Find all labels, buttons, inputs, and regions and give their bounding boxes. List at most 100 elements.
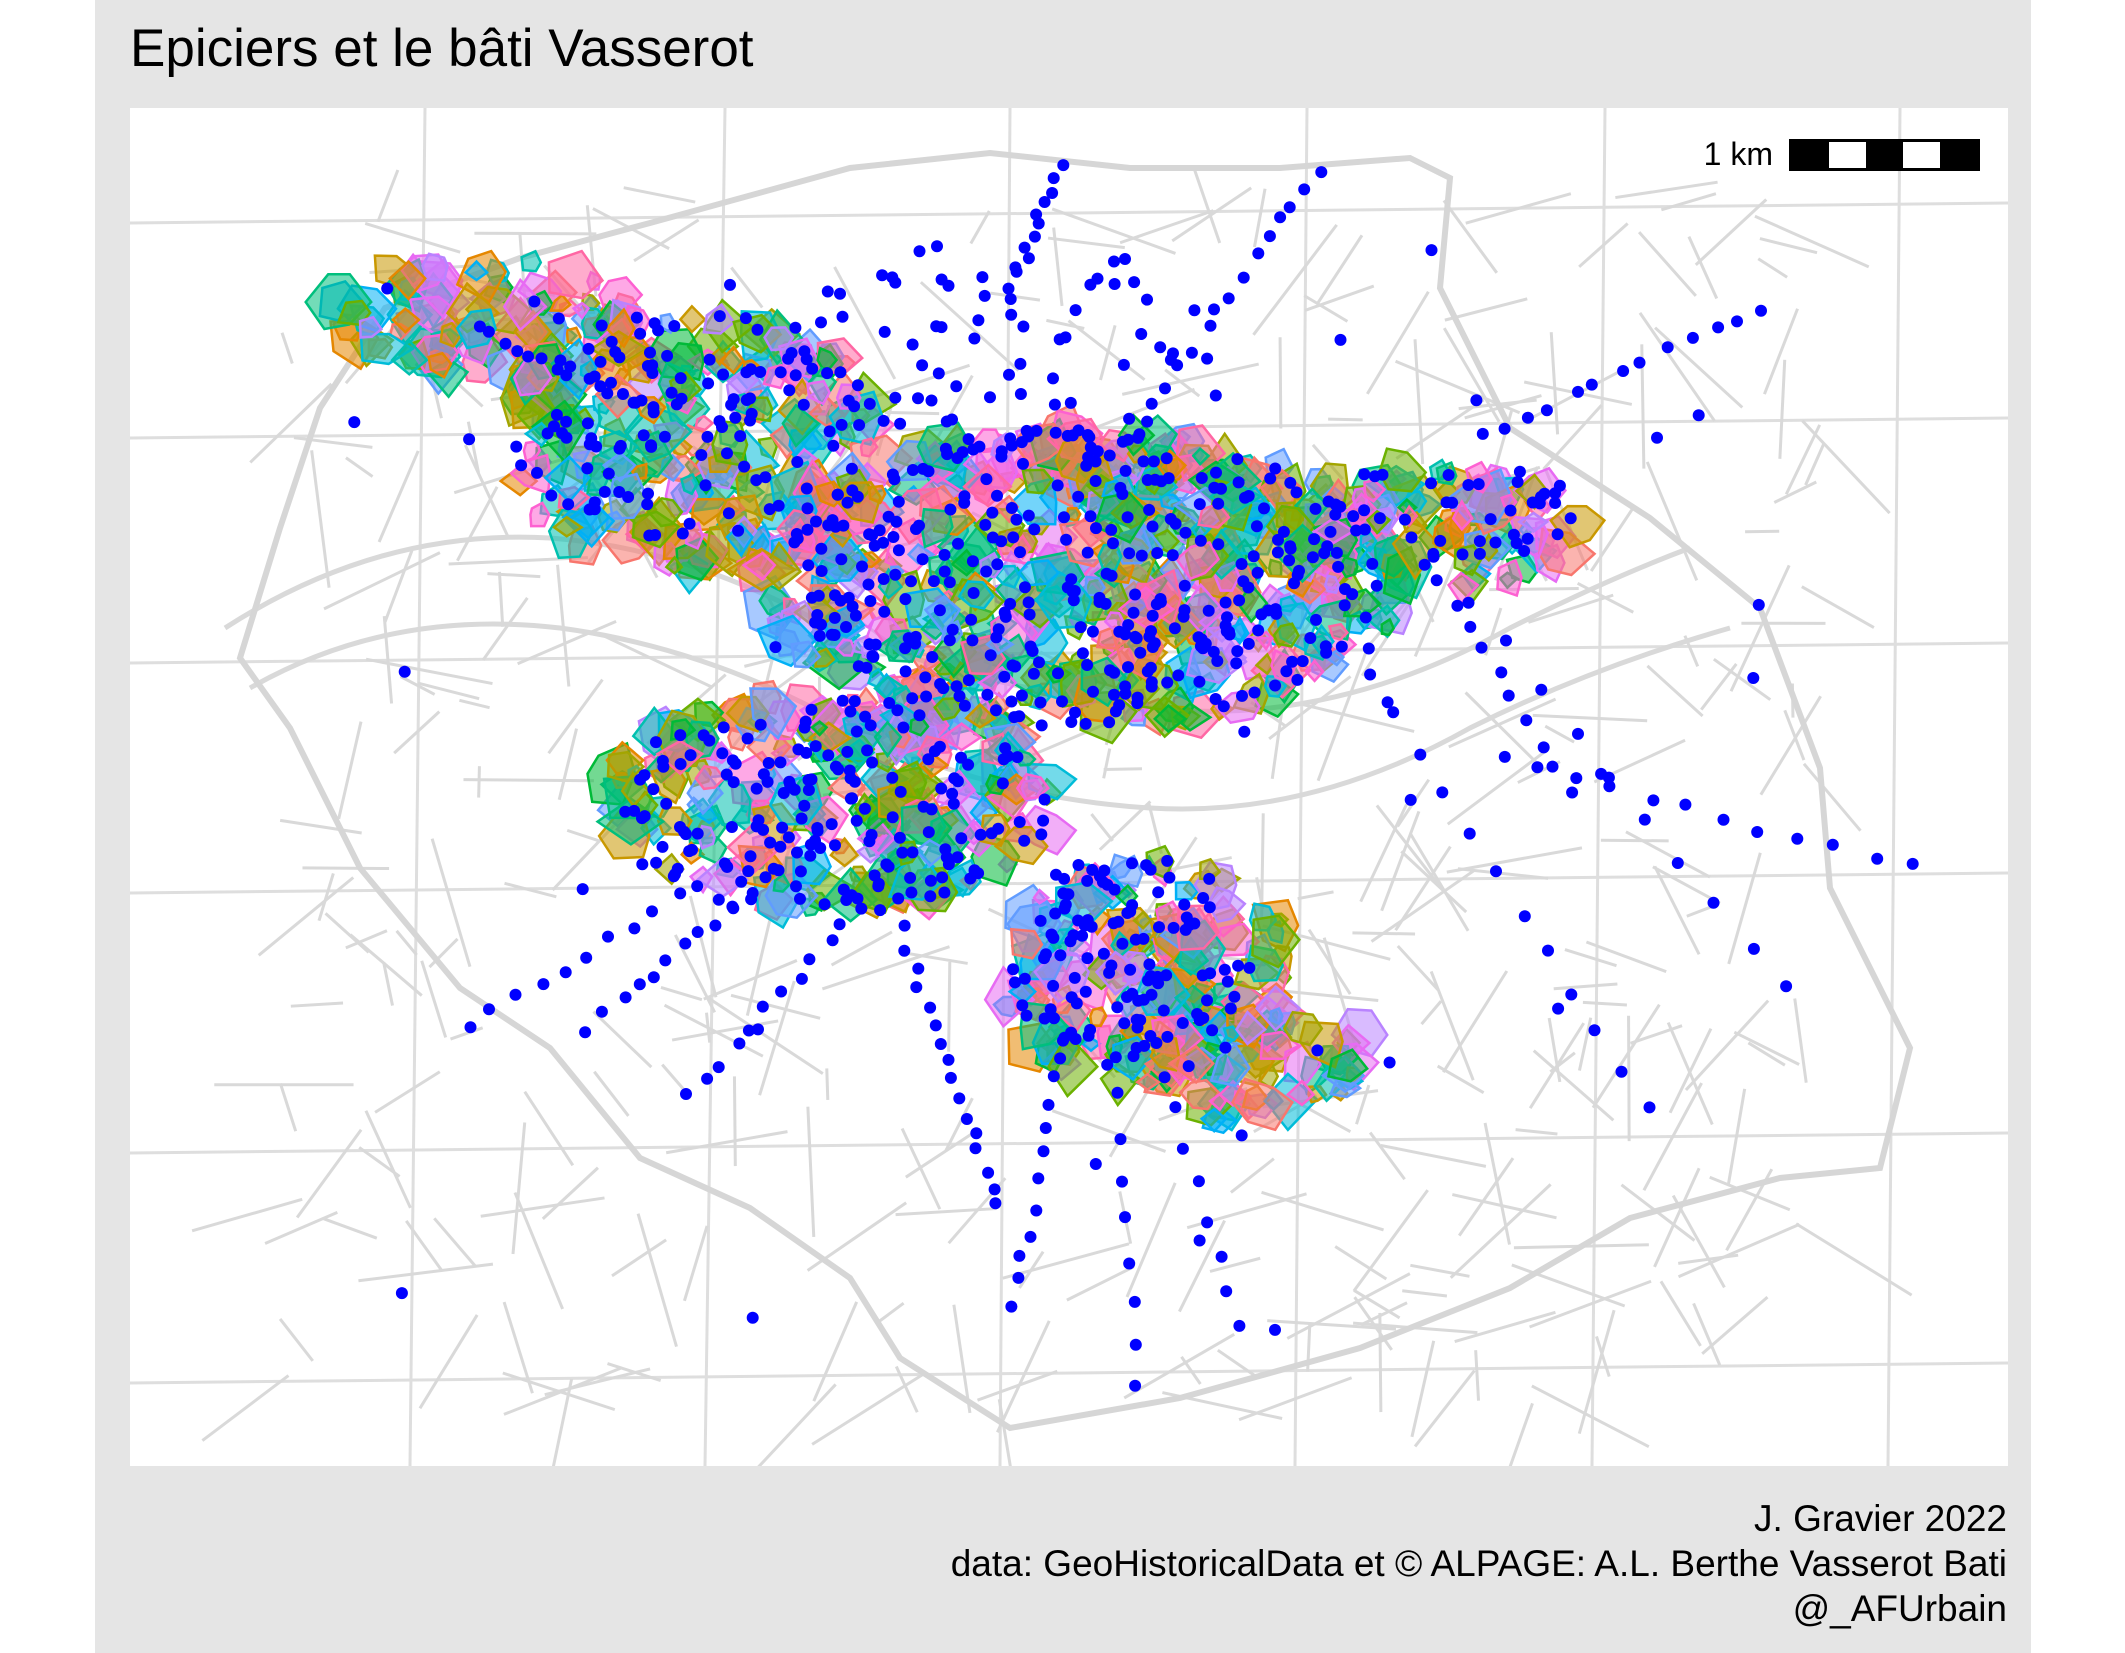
street bbox=[1804, 442, 1826, 486]
grocer-point bbox=[801, 523, 814, 536]
street bbox=[1795, 1222, 1913, 1297]
grocer-point bbox=[1084, 510, 1097, 523]
grocer-point bbox=[892, 892, 905, 905]
grocer-point bbox=[1502, 689, 1515, 702]
street bbox=[703, 959, 798, 1001]
grocer-point bbox=[828, 611, 841, 624]
parcel bbox=[1222, 1025, 1241, 1042]
grocer-point bbox=[1018, 241, 1031, 254]
street bbox=[1642, 1082, 1703, 1191]
grocer-point bbox=[1405, 531, 1418, 544]
grocer-point bbox=[1542, 944, 1554, 957]
parcel bbox=[694, 764, 726, 791]
grocer-point bbox=[1007, 963, 1020, 976]
grocer-point bbox=[1347, 510, 1360, 523]
grocer-point bbox=[1692, 409, 1705, 422]
grocer-point bbox=[751, 323, 764, 336]
grocer-point bbox=[866, 529, 879, 542]
grocer-point bbox=[1284, 476, 1297, 489]
grocer-point bbox=[1193, 1234, 1206, 1247]
grocer-point bbox=[1322, 495, 1335, 508]
street bbox=[1778, 359, 1787, 459]
parcel bbox=[548, 293, 572, 312]
grocer-point bbox=[1070, 997, 1083, 1010]
grocer-point bbox=[1119, 464, 1132, 477]
grocer-point bbox=[1427, 547, 1440, 560]
grocer-point bbox=[836, 310, 849, 323]
grocer-point bbox=[892, 495, 905, 508]
grocer-point bbox=[916, 553, 929, 566]
grocer-point bbox=[646, 905, 658, 918]
grocer-point bbox=[1242, 490, 1255, 502]
street bbox=[1446, 846, 1583, 874]
grocer-point bbox=[381, 282, 394, 295]
grocer-point bbox=[709, 919, 722, 932]
grocer-point bbox=[1072, 424, 1085, 437]
grocer-point bbox=[849, 609, 862, 622]
grocer-point bbox=[1030, 208, 1043, 221]
parcel bbox=[463, 259, 489, 282]
street bbox=[1209, 1256, 1261, 1273]
grocer-point bbox=[633, 978, 646, 991]
street bbox=[1532, 713, 1648, 723]
street bbox=[1278, 337, 1283, 429]
grocer-point bbox=[1651, 431, 1663, 444]
street bbox=[1454, 1310, 1556, 1344]
grocer-point bbox=[562, 498, 575, 511]
paris-map bbox=[130, 108, 2008, 1466]
grocer-point bbox=[602, 930, 614, 943]
grocer-point bbox=[886, 771, 899, 784]
grocer-point bbox=[931, 240, 943, 253]
grocer-point bbox=[1906, 857, 1919, 870]
grocer-point bbox=[1442, 469, 1455, 481]
grocer-point bbox=[718, 857, 731, 870]
street bbox=[1316, 652, 1368, 782]
street bbox=[323, 1217, 378, 1240]
street bbox=[1413, 339, 1425, 465]
grocer-point bbox=[950, 380, 963, 393]
grocer-point bbox=[1564, 512, 1577, 525]
grocer-point bbox=[1039, 948, 1052, 961]
street bbox=[1413, 1369, 1476, 1448]
parcel bbox=[763, 326, 795, 352]
grocer-point bbox=[598, 485, 611, 498]
grocer-point bbox=[483, 1003, 495, 1016]
grocer-point bbox=[953, 690, 966, 703]
grocer-point bbox=[1093, 596, 1106, 608]
parcel bbox=[1097, 543, 1123, 572]
grocer-point bbox=[1014, 388, 1027, 400]
grocer-point bbox=[757, 823, 770, 836]
grocer-point bbox=[799, 715, 812, 728]
street bbox=[732, 1076, 737, 1167]
street bbox=[399, 675, 436, 696]
grocer-point bbox=[1079, 985, 1092, 998]
grocer-point bbox=[995, 450, 1008, 463]
street bbox=[1726, 1088, 1747, 1186]
parcel bbox=[1282, 1010, 1324, 1047]
grocer-point bbox=[1310, 613, 1322, 626]
grocer-point bbox=[740, 366, 753, 379]
grocer-point bbox=[1027, 667, 1040, 680]
grocer-point bbox=[913, 245, 926, 258]
grocer-point bbox=[628, 804, 641, 817]
grocer-point bbox=[1128, 1295, 1141, 1308]
grocer-point bbox=[990, 704, 1002, 717]
grocer-point bbox=[844, 705, 857, 718]
grocer-point bbox=[1304, 632, 1317, 644]
grocer-point bbox=[1404, 793, 1417, 806]
grocer-point bbox=[1211, 655, 1224, 667]
grocer-point bbox=[1434, 534, 1447, 547]
grocer-point bbox=[1007, 531, 1020, 544]
grocer-point bbox=[877, 414, 890, 427]
grocer-point bbox=[1152, 886, 1165, 899]
grocer-point bbox=[1079, 717, 1092, 730]
grocer-point bbox=[883, 697, 896, 709]
grocer-point bbox=[965, 613, 978, 626]
grocer-point bbox=[1004, 432, 1017, 445]
grocer-point bbox=[1286, 655, 1299, 668]
grocer-point bbox=[1194, 534, 1207, 547]
grocer-point bbox=[1149, 473, 1162, 486]
street bbox=[557, 728, 578, 801]
street bbox=[1529, 1279, 1652, 1329]
street bbox=[1216, 1348, 1256, 1377]
